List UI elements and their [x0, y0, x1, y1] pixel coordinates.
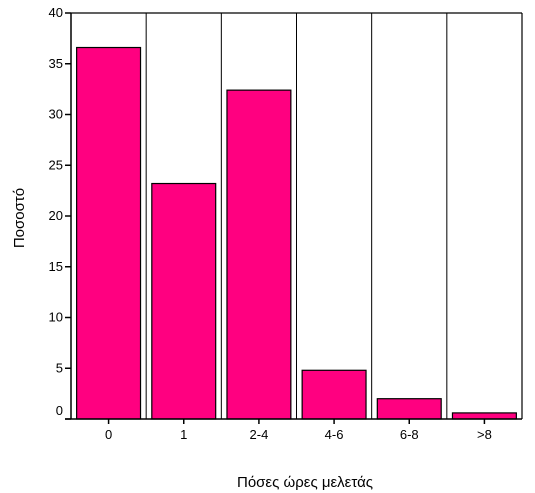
x-tick-label: 6-8	[400, 427, 419, 442]
x-axis-title: Πόσες ώρες μελετάς	[237, 474, 373, 491]
bar-4-6	[301, 369, 367, 420]
x-axis: 0 1 2-4 4-6 6-8 >8	[65, 418, 522, 442]
category-separators	[145, 13, 448, 419]
y-tick-label: 5	[56, 360, 63, 375]
bar-1	[151, 182, 217, 420]
y-tick-label: 0	[56, 403, 63, 418]
bar->8	[451, 412, 517, 420]
x-tick-label: 2-4	[250, 427, 269, 442]
bar-0	[76, 46, 142, 420]
y-tick-label: 10	[49, 310, 63, 325]
x-tick-label: 0	[105, 427, 112, 442]
y-axis-title: Ποσοστό	[11, 188, 28, 248]
y-tick-label: 25	[49, 157, 63, 172]
bar-6-8	[376, 398, 442, 420]
x-tick-label: 4-6	[325, 427, 344, 442]
y-tick-label: 20	[49, 208, 63, 223]
bar-2-4	[226, 89, 292, 420]
y-tick-label: 40	[49, 5, 63, 20]
y-tick-label: 30	[49, 107, 63, 122]
y-tick-label: 15	[49, 259, 63, 274]
y-axis: 0 5 10 15 20 25 30 35 40	[49, 5, 72, 420]
bars-group	[76, 46, 517, 420]
x-tick-label: >8	[477, 427, 492, 442]
x-tick-label: 1	[180, 427, 187, 442]
y-tick-label: 35	[49, 56, 63, 71]
